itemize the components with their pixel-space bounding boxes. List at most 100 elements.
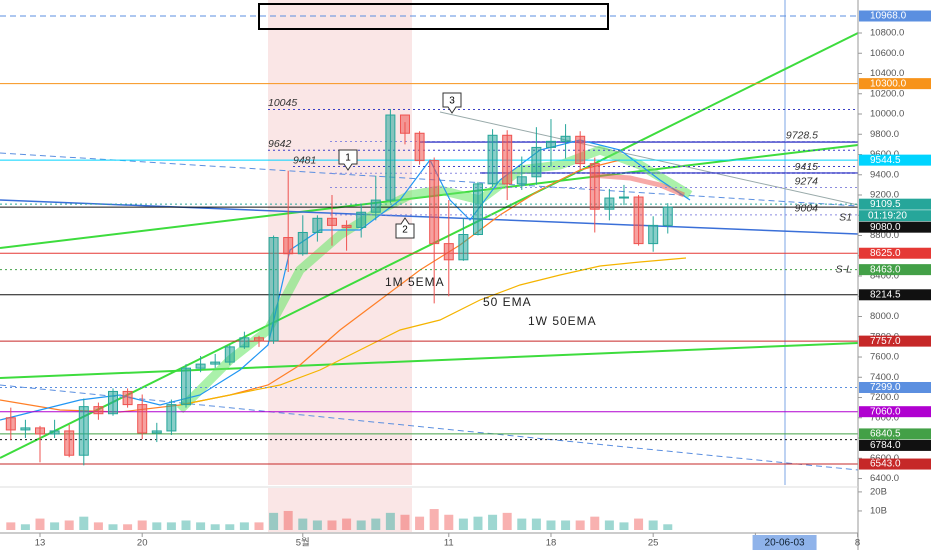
y-tick-label: 7600.0 xyxy=(870,352,899,363)
ema-label: 1M 5EMA xyxy=(385,275,445,289)
price-label-box xyxy=(859,381,931,393)
annotation-label: 9728.5 xyxy=(786,129,818,141)
annotation-label: 9274 xyxy=(795,175,819,187)
price-label: 6840.5 xyxy=(870,429,901,440)
volume-bar xyxy=(429,509,439,530)
x-tick-label: 5월 xyxy=(296,537,310,549)
note: S-L xyxy=(836,263,853,275)
candle-body xyxy=(224,346,235,363)
volume-bar xyxy=(458,518,468,530)
candle-body xyxy=(297,231,308,255)
trend-line xyxy=(0,342,859,379)
volume-bar xyxy=(502,512,512,530)
x-tick-label: 18 xyxy=(546,538,557,549)
price-label: 7299.0 xyxy=(870,382,901,393)
volume-bar xyxy=(225,524,235,530)
candle-body xyxy=(93,406,104,415)
candle-body xyxy=(180,367,191,406)
price-label-box xyxy=(859,406,931,418)
volume-bar xyxy=(473,516,483,530)
candle-body xyxy=(35,427,46,435)
volume-bar xyxy=(269,512,279,530)
price-label: 9109.5 xyxy=(870,199,901,210)
price-label: 9544.5 xyxy=(870,155,901,166)
ema-band xyxy=(589,172,685,198)
volume-bar xyxy=(239,522,249,530)
callout-label: 2 xyxy=(402,225,408,236)
candle-body xyxy=(385,114,396,201)
candle-body xyxy=(326,217,337,226)
annotation-label: 9004 xyxy=(795,203,819,215)
volume-bar xyxy=(298,518,308,530)
callout-label: 3 xyxy=(449,96,455,107)
candle-body xyxy=(151,430,162,434)
price-label: 9080.0 xyxy=(870,222,901,233)
volume-bar xyxy=(619,522,629,530)
y-tick-label: 7200.0 xyxy=(870,392,899,403)
price-label-box xyxy=(859,78,931,90)
price-label: 6784.0 xyxy=(870,440,901,451)
x-tick-label: 11 xyxy=(444,538,454,549)
candle-body xyxy=(239,337,250,348)
volume-bar xyxy=(400,514,410,530)
candle-body xyxy=(268,237,279,342)
candle-body xyxy=(399,114,410,134)
cursor-date-box xyxy=(752,535,817,550)
annotation-label: 9415 xyxy=(795,161,819,173)
price-label-box xyxy=(859,335,931,347)
candle-body xyxy=(283,237,294,255)
candle-body xyxy=(458,234,469,261)
volume-bar xyxy=(575,520,585,530)
volume-bar xyxy=(312,520,322,530)
price-label-box xyxy=(859,198,931,210)
volume-bar xyxy=(108,524,118,530)
candle-body xyxy=(5,417,16,431)
volume-bar xyxy=(517,518,527,530)
price-label-box xyxy=(859,439,931,451)
trend-line xyxy=(439,111,859,206)
candle-body xyxy=(545,140,556,148)
candle-body xyxy=(20,427,31,431)
y-tick-label: 9800.0 xyxy=(870,129,899,140)
candle-body xyxy=(137,404,148,434)
volume-bar xyxy=(531,518,541,530)
y-tick-label: 6600.0 xyxy=(870,453,899,464)
candle-body xyxy=(531,146,542,178)
y-tick-label: 8400.0 xyxy=(870,271,899,282)
volume-bar xyxy=(196,522,206,530)
volume-bar xyxy=(444,514,454,530)
y-tick-label: 9400.0 xyxy=(870,169,899,180)
x-tick-label: 8 xyxy=(855,538,860,549)
note: S1 xyxy=(839,212,852,224)
volume-bar xyxy=(137,520,147,530)
y-tick-label: 9600.0 xyxy=(870,149,899,160)
highlight-zone-volume xyxy=(268,488,412,532)
trend-line xyxy=(0,32,859,459)
candle-body xyxy=(210,361,221,365)
volume-bar xyxy=(488,514,498,530)
volume-bar xyxy=(327,520,337,530)
price-label: 6543.0 xyxy=(870,459,901,470)
annotation-label: 9481 xyxy=(293,154,316,166)
callout xyxy=(395,217,415,239)
volume-bar xyxy=(634,518,644,530)
candle-body xyxy=(122,390,133,406)
volume-bar xyxy=(166,522,176,530)
volume-bar xyxy=(415,516,425,530)
callout-label: 1 xyxy=(345,153,351,164)
price-label-box xyxy=(859,428,931,440)
candle-body xyxy=(589,163,600,210)
volume-bar xyxy=(561,520,571,530)
x-tick-label: 25 xyxy=(648,538,659,549)
volume-bar xyxy=(64,520,74,530)
x-tick-label: 20 xyxy=(137,538,148,549)
y-tick-label: 7000.0 xyxy=(870,412,899,423)
y-tick-label: 10800.0 xyxy=(870,28,904,39)
volume-tick-label: 10B xyxy=(870,505,887,516)
annotation-label: 9642 xyxy=(268,138,292,150)
title-box xyxy=(258,3,609,30)
y-tick-label: 8800.0 xyxy=(870,230,899,241)
volume-bar xyxy=(123,524,133,530)
